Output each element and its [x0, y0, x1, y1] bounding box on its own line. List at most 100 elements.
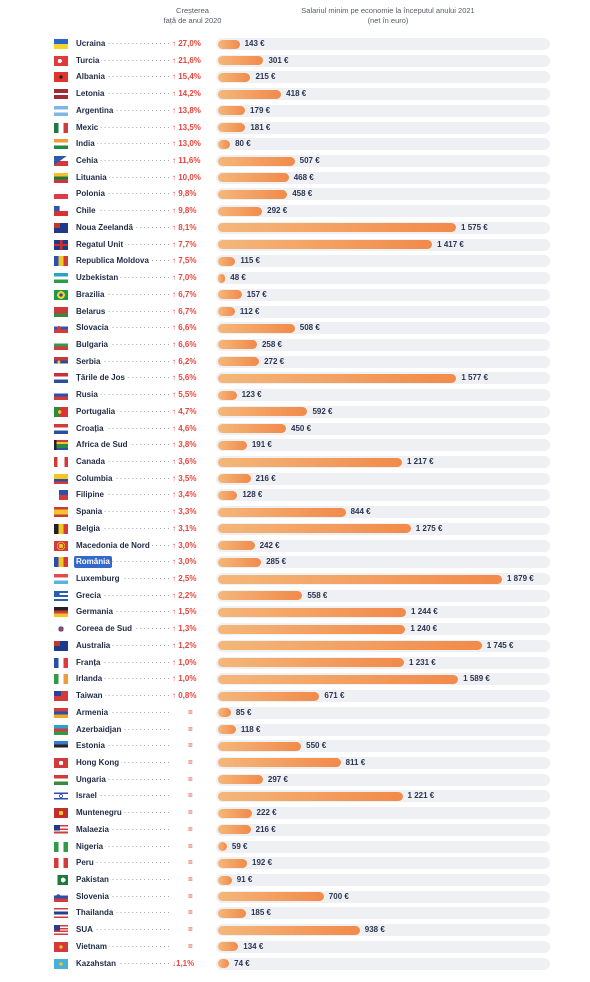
table-row: ········································… — [0, 554, 590, 571]
salary-bar — [218, 357, 260, 367]
value-label: 1 577 € — [461, 373, 489, 383]
bar-track — [216, 38, 550, 50]
growth-label: = — [188, 791, 193, 801]
leader-dots: ········································ — [76, 691, 170, 701]
country-label: Malaezia — [76, 823, 111, 836]
leader-dots: ········································ — [76, 323, 170, 333]
table-row: ········································… — [0, 805, 590, 822]
growth-label: ↑ 1,0% — [172, 674, 197, 684]
value-label: 128 € — [242, 490, 263, 500]
brazil-flag — [54, 289, 68, 300]
value-label: 185 € — [250, 908, 271, 918]
leader-dots: ········································ — [76, 406, 170, 416]
growth-label: ↑ 13,0% — [172, 139, 201, 149]
value-label: 123 € — [241, 390, 262, 400]
country-label: Cehia — [76, 155, 100, 168]
country-label: Regatul Unit — [76, 238, 126, 251]
growth-label: ↑ 13,8% — [172, 105, 201, 115]
salary-bar — [218, 574, 502, 584]
table-row: ········································… — [0, 671, 590, 688]
country-label: Irlanda — [76, 673, 105, 686]
table-row: ········································… — [0, 872, 590, 889]
bar-track — [216, 389, 550, 402]
value-label: 468 € — [293, 172, 314, 182]
growth-column-header: Creșterea față de anul 2020 — [150, 6, 235, 25]
country-label: Taiwan — [76, 690, 105, 703]
bar-track — [216, 255, 550, 268]
salary-bar — [218, 691, 320, 701]
growth-label: ↑ 10,0% — [172, 172, 201, 182]
table-row: ········································… — [0, 922, 590, 939]
salary-bar — [218, 424, 286, 434]
country-label: Slovacia — [76, 322, 111, 335]
value-label: 297 € — [267, 774, 288, 784]
growth-label: ↑ 15,4% — [172, 72, 201, 82]
leader-dots: ········································ — [76, 339, 170, 349]
armenia-flag — [54, 707, 68, 718]
thailand-flag — [54, 908, 68, 919]
country-label: Polonia — [76, 188, 107, 201]
leader-dots: ········································ — [76, 55, 170, 65]
salary-bar — [218, 440, 247, 450]
bar-track — [216, 54, 550, 67]
growth-label: = — [188, 925, 193, 935]
salary-bar — [218, 39, 240, 49]
table-row: ········································… — [0, 487, 590, 504]
argentina-flag — [54, 105, 68, 116]
growth-label: = — [188, 824, 193, 834]
value-label: 80 € — [235, 139, 251, 149]
salary-bar — [218, 307, 235, 317]
mexico-flag — [54, 122, 68, 133]
value-label: 192 € — [252, 858, 273, 868]
growth-label: ↑ 21,6% — [172, 55, 201, 65]
value-label: 85 € — [235, 707, 252, 717]
country-label: Armenia — [76, 706, 111, 719]
growth-label: = — [188, 724, 193, 734]
leader-dots: ········································ — [76, 741, 170, 751]
leader-dots: ········································ — [76, 574, 170, 584]
salary-bar — [218, 273, 226, 283]
greece-flag — [54, 590, 68, 601]
leader-dots: ········································ — [76, 457, 170, 466]
growth-label: ↑ 5,6% — [172, 373, 197, 383]
value-label: 811 € — [345, 757, 366, 767]
bar-track — [216, 338, 550, 351]
salary-bar — [218, 139, 231, 149]
salary-bar — [218, 407, 308, 417]
country-label: Portugalia — [76, 405, 118, 418]
leader-dots: ········································ — [76, 875, 170, 884]
bar-track — [216, 439, 550, 452]
leader-dots: ········································ — [76, 841, 170, 851]
belgium-flag — [54, 523, 68, 534]
leader-dots: ········································ — [76, 908, 170, 918]
table-row: ········································… — [0, 688, 590, 705]
value-label: 938 € — [364, 925, 385, 935]
bar-track — [216, 288, 550, 301]
table-row: ········································… — [0, 722, 590, 739]
leader-dots: ········································ — [76, 273, 170, 283]
country-label: Bulgaria — [76, 338, 111, 351]
leader-dots: ········································ — [76, 206, 170, 216]
hungary-flag — [54, 774, 68, 785]
table-row: ········································… — [0, 36, 590, 53]
value-label: 115 € — [240, 256, 260, 266]
hong-kong-flag — [54, 757, 68, 768]
growth-label: ↑ 13,5% — [172, 122, 201, 132]
bar-track — [216, 957, 550, 970]
value-label: 112 € — [239, 306, 260, 316]
growth-label: ↑ 2,2% — [172, 590, 197, 600]
salary-bar — [218, 373, 457, 383]
growth-label: = — [188, 741, 193, 751]
growth-label: = — [188, 941, 193, 951]
value-label: 1 575 € — [461, 222, 488, 232]
estonia-flag — [54, 741, 68, 752]
bar-track — [216, 556, 550, 569]
table-row: ········································… — [0, 320, 590, 337]
leader-dots: ········································ — [76, 39, 170, 48]
table-row: ········································… — [0, 604, 590, 621]
value-label: 292 € — [267, 206, 288, 216]
country-label: Israel — [76, 790, 99, 803]
table-row: ········································… — [0, 471, 590, 488]
salary-bar — [218, 323, 295, 333]
growth-label: = — [188, 841, 193, 851]
